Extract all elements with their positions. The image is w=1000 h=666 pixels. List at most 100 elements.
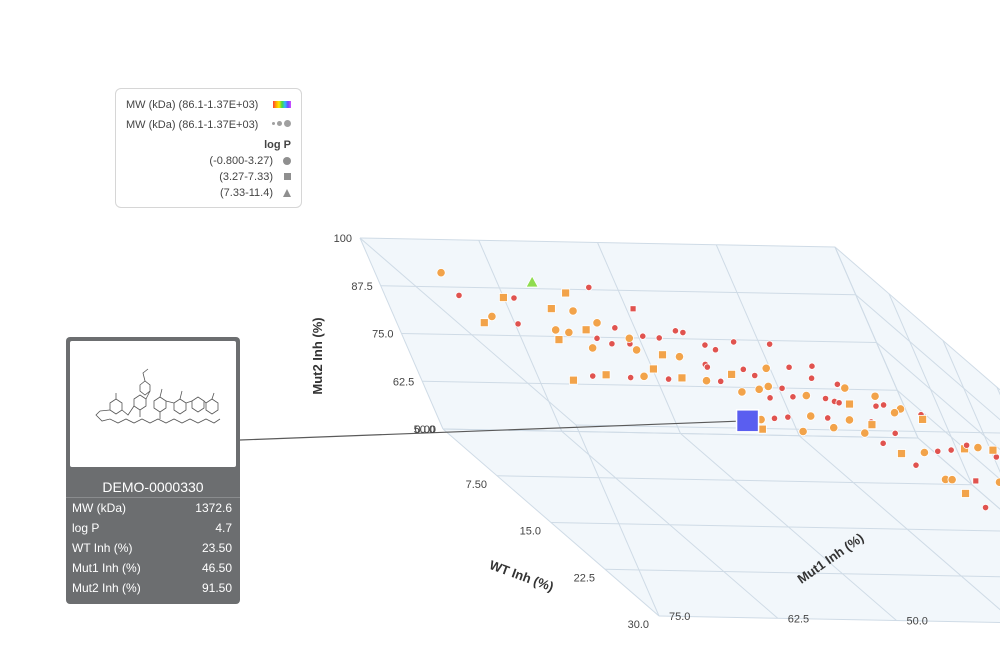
data-point[interactable]: [766, 340, 774, 348]
data-point[interactable]: [664, 375, 673, 383]
data-point[interactable]: [561, 288, 571, 298]
data-point[interactable]: [629, 305, 637, 313]
data-point[interactable]: [981, 503, 990, 512]
data-point[interactable]: [754, 384, 764, 394]
data-point[interactable]: [589, 372, 597, 380]
data-point[interactable]: [730, 338, 738, 346]
data-point[interactable]: [455, 291, 463, 299]
data-point[interactable]: [611, 324, 619, 332]
data-point[interactable]: [972, 477, 980, 485]
data-point[interactable]: [947, 475, 957, 485]
data-point[interactable]: [840, 383, 850, 393]
data-point[interactable]: [671, 327, 680, 335]
data-point[interactable]: [872, 402, 880, 410]
data-point[interactable]: [860, 428, 870, 438]
data-point[interactable]: [889, 408, 900, 418]
data-point[interactable]: [824, 414, 832, 422]
data-point[interactable]: [679, 328, 687, 337]
data-point[interactable]: [821, 394, 830, 403]
data-point[interactable]: [703, 363, 711, 371]
data-point[interactable]: [631, 345, 642, 355]
data-point[interactable]: [551, 325, 561, 335]
data-point[interactable]: [798, 426, 808, 437]
data-point[interactable]: [639, 371, 649, 381]
legend-color-row[interactable]: MW (kDa) (86.1-1.37E+03): [126, 97, 291, 113]
data-point[interactable]: [737, 387, 747, 397]
data-point[interactable]: [624, 333, 634, 343]
data-point[interactable]: [784, 413, 792, 421]
data-point[interactable]: [973, 442, 983, 453]
data-point[interactable]: [585, 283, 593, 292]
data-point[interactable]: [510, 294, 518, 302]
data-point[interactable]: [761, 363, 771, 373]
data-point[interactable]: [808, 362, 816, 370]
data-point[interactable]: [701, 341, 709, 349]
legend-shape-row-square[interactable]: (3.27-7.33): [126, 169, 291, 185]
highlighted-point[interactable]: [735, 409, 760, 433]
legend-size-row[interactable]: MW (kDa) (86.1-1.37E+03): [126, 117, 291, 133]
data-point[interactable]: [751, 371, 759, 380]
data-point[interactable]: [499, 293, 508, 302]
data-point[interactable]: [655, 334, 663, 342]
data-point[interactable]: [649, 364, 658, 374]
data-point[interactable]: [801, 390, 811, 401]
data-point[interactable]: [487, 311, 497, 322]
data-point[interactable]: [778, 384, 786, 392]
data-point[interactable]: [988, 445, 998, 455]
data-point[interactable]: [757, 424, 767, 434]
data-point[interactable]: [588, 343, 598, 353]
legend-shape-row-triangle[interactable]: (7.33-11.4): [126, 185, 291, 201]
data-point[interactable]: [919, 447, 930, 458]
data-point[interactable]: [879, 439, 887, 447]
data-point[interactable]: [934, 447, 942, 455]
data-point[interactable]: [879, 401, 888, 409]
data-point[interactable]: [658, 350, 667, 360]
data-point[interactable]: [961, 489, 970, 498]
data-point[interactable]: [770, 414, 779, 422]
data-point[interactable]: [546, 304, 556, 314]
data-point[interactable]: [806, 411, 816, 421]
data-point[interactable]: [436, 268, 446, 278]
data-point[interactable]: [891, 429, 899, 437]
data-point[interactable]: [568, 306, 578, 316]
data-point[interactable]: [581, 325, 591, 335]
data-point[interactable]: [525, 275, 539, 288]
data-point[interactable]: [739, 365, 747, 373]
data-point[interactable]: [727, 369, 736, 379]
data-point[interactable]: [962, 441, 971, 449]
data-point[interactable]: [992, 453, 1000, 461]
data-point[interactable]: [608, 340, 616, 348]
data-point[interactable]: [514, 320, 522, 328]
data-point[interactable]: [763, 381, 773, 392]
data-point[interactable]: [717, 377, 725, 385]
data-point[interactable]: [789, 393, 797, 401]
data-point[interactable]: [844, 415, 855, 425]
data-point[interactable]: [677, 373, 687, 383]
data-point[interactable]: [918, 414, 927, 424]
data-point[interactable]: [867, 420, 877, 430]
data-point[interactable]: [947, 446, 955, 454]
data-point[interactable]: [835, 399, 843, 407]
data-point[interactable]: [912, 461, 920, 469]
data-point[interactable]: [554, 335, 564, 345]
data-point[interactable]: [601, 370, 611, 380]
data-point[interactable]: [479, 318, 489, 328]
data-point[interactable]: [870, 391, 880, 401]
data-point[interactable]: [833, 380, 841, 388]
data-point[interactable]: [711, 346, 720, 354]
data-point[interactable]: [785, 363, 793, 371]
data-point[interactable]: [564, 327, 574, 338]
data-point[interactable]: [592, 318, 602, 328]
data-point[interactable]: [845, 399, 854, 409]
data-point[interactable]: [829, 423, 839, 433]
data-point[interactable]: [674, 352, 685, 362]
data-point[interactable]: [593, 334, 601, 342]
data-point[interactable]: [994, 477, 1000, 487]
data-point[interactable]: [766, 394, 774, 402]
data-point[interactable]: [701, 376, 712, 386]
data-point[interactable]: [807, 374, 816, 382]
data-point[interactable]: [639, 332, 647, 340]
data-point[interactable]: [627, 373, 635, 382]
data-point[interactable]: [897, 449, 906, 458]
